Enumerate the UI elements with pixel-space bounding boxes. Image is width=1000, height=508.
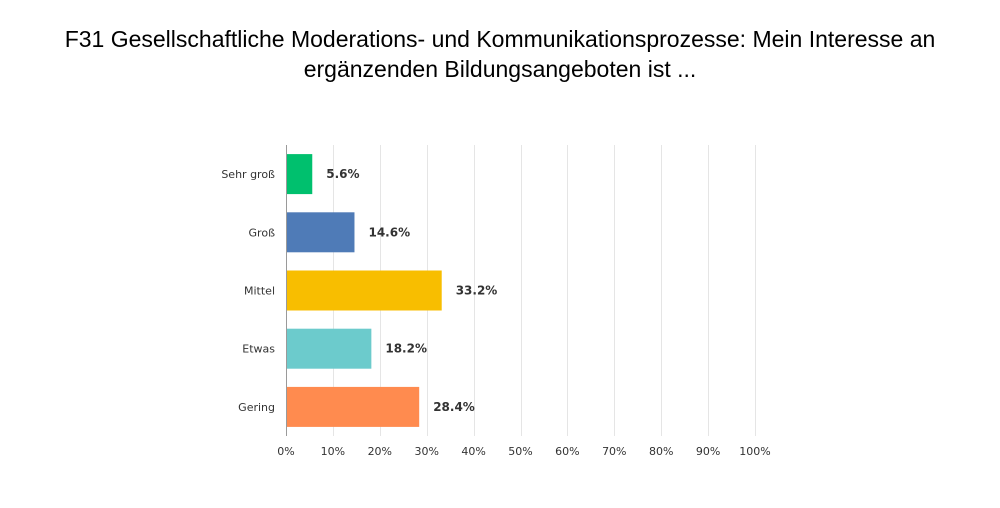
data-label: 14.6% (368, 225, 410, 239)
x-tick-label: 0% (277, 445, 294, 458)
x-tick-label: 60% (555, 445, 579, 458)
x-tick-label: 10% (321, 445, 345, 458)
x-tick-label: 90% (696, 445, 720, 458)
bars (286, 154, 442, 427)
category-label: Groß (249, 226, 276, 239)
x-tick-label: 20% (368, 445, 392, 458)
x-tick-label: 100% (739, 445, 770, 458)
x-tick-label: 50% (508, 445, 532, 458)
x-tick-label: 30% (414, 445, 438, 458)
category-label: Gering (238, 401, 275, 414)
data-label: 28.4% (433, 400, 475, 414)
category-label: Etwas (242, 343, 275, 356)
x-tick-label: 70% (602, 445, 626, 458)
category-label: Sehr groß (221, 168, 275, 181)
bar (286, 386, 420, 427)
axes: 0% 10% 20% 30% 40% 50% 60% 70% 80% 90% 100% Sehr gr… (221, 145, 771, 458)
chart-title: F31 Gesellschaftliche Moderations- und K… (64, 26, 936, 82)
x-tick-label: 80% (649, 445, 673, 458)
data-label: 33.2% (456, 284, 498, 298)
bar (286, 154, 313, 195)
bar (286, 328, 372, 369)
x-tick-label: 40% (461, 445, 485, 458)
data-label: 18.2% (385, 342, 427, 356)
data-label: 5.6% (326, 167, 359, 181)
bar (286, 212, 355, 253)
bar (286, 270, 442, 311)
category-label: Mittel (244, 285, 275, 298)
